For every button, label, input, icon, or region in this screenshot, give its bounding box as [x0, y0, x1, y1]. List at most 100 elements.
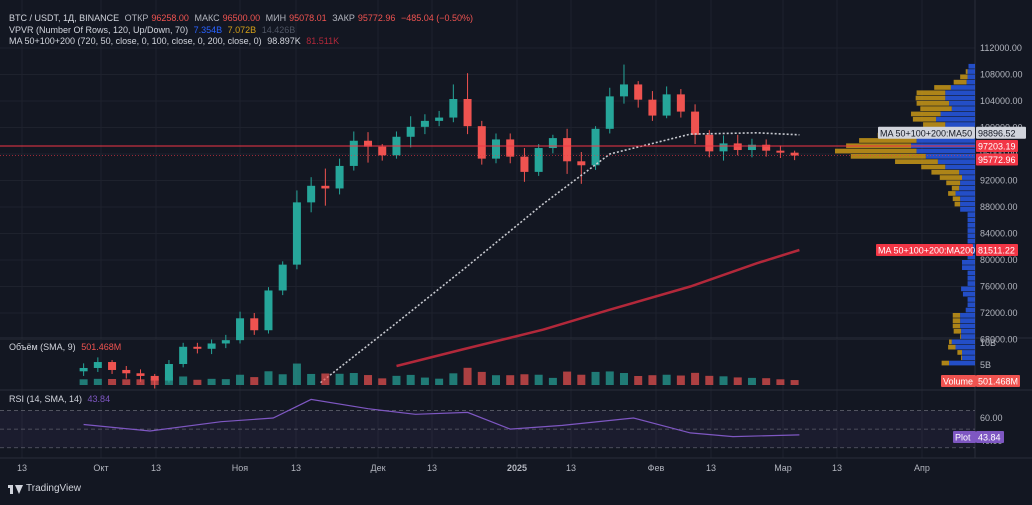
volume-bar[interactable]	[122, 379, 131, 385]
candle-body[interactable]	[619, 84, 628, 97]
volume-bar[interactable]	[719, 376, 728, 385]
volume-bar[interactable]	[335, 373, 344, 385]
volume-bar[interactable]	[762, 378, 771, 385]
volume-bar[interactable]	[662, 374, 671, 385]
candle-body[interactable]	[349, 140, 358, 166]
candle-body[interactable]	[179, 346, 188, 365]
candle-body[interactable]	[321, 185, 330, 189]
volume-bar[interactable]	[463, 367, 472, 385]
volume-bar[interactable]	[520, 374, 529, 385]
candle-body[interactable]	[136, 373, 145, 376]
volume-bar[interactable]	[591, 371, 600, 385]
candle-body[interactable]	[463, 99, 472, 127]
volume-bar[interactable]	[321, 373, 330, 385]
volume-bar[interactable]	[292, 363, 301, 385]
volume-bar[interactable]	[648, 375, 657, 385]
volume-bar[interactable]	[449, 373, 458, 385]
candle-body[interactable]	[747, 144, 756, 151]
volume-bar[interactable]	[364, 375, 373, 385]
volume-bar[interactable]	[605, 371, 614, 385]
volume-bar[interactable]	[634, 376, 643, 385]
candle-body[interactable]	[605, 96, 614, 129]
candle-body[interactable]	[705, 134, 714, 152]
rsi-legend[interactable]: RSI (14, SMA, 14) 43.84	[9, 394, 113, 405]
volume-bar[interactable]	[79, 379, 88, 385]
volume-bar[interactable]	[136, 379, 145, 385]
volume-bar[interactable]	[264, 371, 273, 385]
candle-body[interactable]	[307, 185, 316, 203]
volume-bar[interactable]	[150, 378, 159, 385]
volume-bar[interactable]	[406, 374, 415, 385]
volume-bar[interactable]	[776, 379, 785, 385]
candle-body[interactable]	[79, 367, 88, 372]
volume-bar[interactable]	[420, 377, 429, 385]
candle-body[interactable]	[776, 150, 785, 153]
candle-body[interactable]	[292, 202, 301, 265]
candle-body[interactable]	[762, 144, 771, 151]
candle-body[interactable]	[250, 318, 259, 331]
candle-body[interactable]	[335, 165, 344, 189]
candle-body[interactable]	[506, 139, 515, 157]
volume-legend[interactable]: Объём (SMA, 9) 501.468M	[9, 342, 124, 353]
volume-bar[interactable]	[349, 373, 358, 385]
volume-bar[interactable]	[207, 378, 216, 385]
volume-bar[interactable]	[619, 373, 628, 385]
volume-bar[interactable]	[733, 377, 742, 385]
ma50-line[interactable]	[320, 131, 800, 384]
candle-body[interactable]	[108, 362, 117, 370]
volume-bar[interactable]	[676, 375, 685, 385]
volume-bar[interactable]	[250, 377, 259, 385]
volume-bar[interactable]	[236, 374, 245, 385]
candle-body[interactable]	[150, 375, 159, 381]
volume-bar[interactable]	[747, 377, 756, 385]
candle-body[interactable]	[591, 128, 600, 166]
candle-body[interactable]	[164, 364, 173, 381]
candle-body[interactable]	[264, 290, 273, 331]
candle-body[interactable]	[534, 148, 543, 172]
volume-bar[interactable]	[108, 378, 117, 385]
candle-body[interactable]	[477, 126, 486, 159]
candle-body[interactable]	[790, 152, 799, 156]
candle-body[interactable]	[691, 111, 700, 135]
candle-body[interactable]	[364, 140, 373, 147]
candle-body[interactable]	[378, 146, 387, 156]
candle-body[interactable]	[719, 143, 728, 152]
volume-bar[interactable]	[435, 378, 444, 385]
volume-bar[interactable]	[477, 371, 486, 385]
candle-body[interactable]	[420, 120, 429, 127]
volume-bar[interactable]	[307, 373, 316, 385]
candle-body[interactable]	[492, 139, 500, 159]
candle-body[interactable]	[662, 94, 671, 116]
candle-body[interactable]	[548, 138, 557, 149]
candle-body[interactable]	[278, 264, 287, 291]
volume-bar[interactable]	[278, 374, 287, 385]
volume-bar[interactable]	[790, 380, 799, 385]
volume-bar[interactable]	[563, 371, 572, 385]
candle-body[interactable]	[236, 318, 245, 341]
candle-body[interactable]	[221, 340, 230, 344]
candle-body[interactable]	[207, 343, 216, 349]
volume-bar[interactable]	[691, 372, 700, 385]
volume-bar[interactable]	[378, 378, 387, 385]
candle-body[interactable]	[733, 143, 742, 151]
volume-bar[interactable]	[548, 377, 557, 385]
vpvr-legend[interactable]: VPVR (Number Of Rows, 120, Up/Down, 70) …	[9, 25, 298, 36]
volume-bar[interactable]	[392, 375, 401, 385]
ma-legend[interactable]: MA 50+100+200 (720, 50, close, 0, 100, c…	[9, 36, 342, 47]
candle-body[interactable]	[676, 94, 685, 112]
volume-bar[interactable]	[93, 378, 102, 385]
candle-body[interactable]	[93, 362, 102, 368]
candle-body[interactable]	[648, 99, 657, 116]
volume-bar[interactable]	[506, 375, 515, 385]
candle-body[interactable]	[122, 369, 131, 374]
candle-body[interactable]	[406, 126, 415, 137]
candle-body[interactable]	[520, 156, 529, 172]
volume-bar[interactable]	[221, 379, 230, 385]
footer[interactable]: TradingView	[8, 483, 81, 494]
candle-body[interactable]	[193, 346, 202, 349]
volume-bar[interactable]	[705, 375, 714, 385]
volume-bar[interactable]	[164, 376, 173, 385]
candle-body[interactable]	[577, 161, 586, 166]
